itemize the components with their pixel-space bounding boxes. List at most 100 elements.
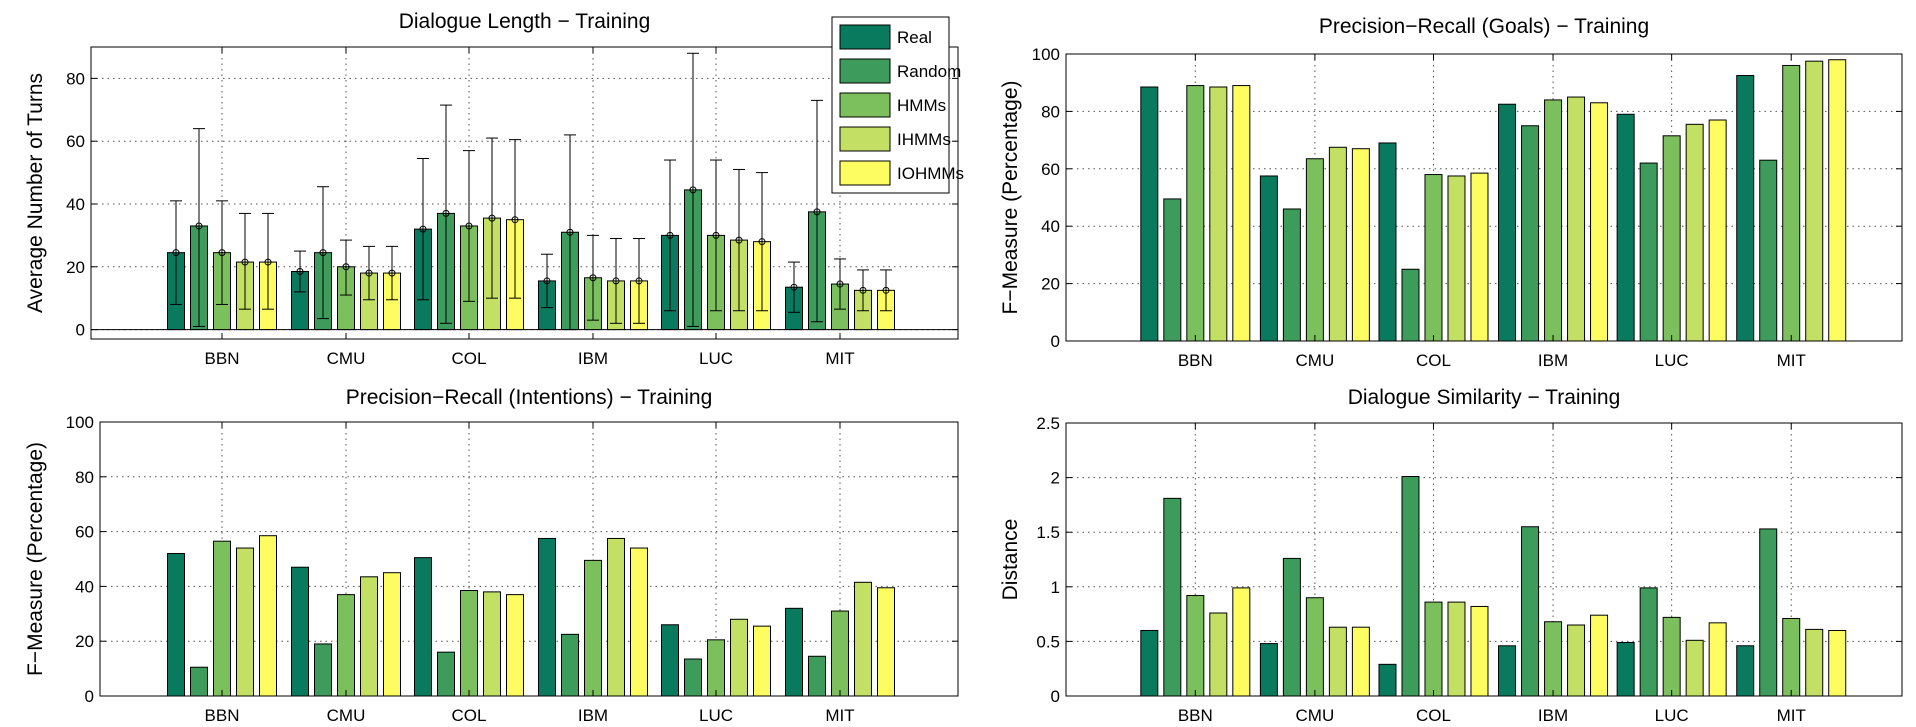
axes-frame [99, 421, 959, 697]
bar-random-luc [1639, 587, 1658, 697]
ytick-label: 80 [75, 468, 94, 487]
bar-random-cmu [1282, 208, 1301, 342]
bar-real-cmu [291, 566, 309, 697]
mean-marker [296, 267, 304, 275]
mean-marker [442, 209, 450, 217]
bar-hmms-bbn [1186, 85, 1205, 342]
bar-random-luc [684, 658, 702, 697]
bar-real-cmu [1259, 643, 1278, 697]
bar-ihmms-mit [1805, 60, 1824, 342]
bar-real-mit [1736, 75, 1755, 342]
category-label: BBN [205, 706, 240, 725]
chart-title: Precision−Recall (Intentions) − Training [346, 386, 713, 409]
ytick-label: 0 [76, 321, 85, 340]
mean-marker [264, 258, 272, 266]
bar-random-col [437, 651, 455, 697]
bar-iohmms-ibm [1590, 102, 1609, 342]
mean-marker [419, 225, 427, 233]
bar-iohmms-luc [753, 625, 771, 697]
category-label: CMU [1296, 351, 1335, 370]
bar-ihmms-ibm [1567, 624, 1586, 697]
bar-real-ibm [1498, 645, 1517, 697]
bar-ihmms-luc [1685, 639, 1704, 697]
bar-hmms-cmu [337, 594, 355, 697]
ytick-label: 20 [75, 632, 94, 651]
bar-ihmms-cmu [360, 576, 378, 697]
ytick-label: 0 [1051, 332, 1060, 351]
mean-marker [813, 208, 821, 216]
bar-real-col [1378, 142, 1397, 342]
bar-hmms-luc [1662, 135, 1681, 342]
ytick-label: 40 [66, 195, 85, 214]
ytick-label: 0.5 [1036, 632, 1060, 651]
bar-random-col [1401, 476, 1420, 697]
category-label: IBM [578, 706, 608, 725]
mean-marker [566, 228, 574, 236]
bar-ihmms-col [1447, 601, 1466, 697]
bar-random-bbn [1163, 198, 1182, 342]
bar-hmms-luc [707, 639, 725, 697]
bar-ihmms-bbn [1209, 612, 1228, 697]
bar-random-ibm [1521, 526, 1540, 697]
bar-ihmms-col [1447, 175, 1466, 342]
ytick-label: 60 [1041, 160, 1060, 179]
bar-iohmms-cmu [1351, 626, 1370, 697]
bar-iohmms-mit [1828, 629, 1847, 697]
mean-marker [612, 277, 620, 285]
chart-title: Dialogue Length − Training [399, 10, 651, 33]
mean-marker [836, 280, 844, 288]
chart-title: Precision−Recall (Goals) − Training [1319, 15, 1649, 38]
category-label: COL [1416, 351, 1451, 370]
bar-random-bbn [1163, 497, 1182, 697]
category-label: MIT [825, 706, 854, 725]
ytick-label: 60 [75, 523, 94, 542]
legend-label: IHMMs [897, 130, 951, 149]
mean-marker [882, 286, 890, 294]
bar-iohmms-col [506, 594, 524, 697]
bar-random-mit [1759, 528, 1778, 697]
bar-hmms-ibm [1544, 99, 1563, 342]
bar-iohmms-col [1470, 172, 1489, 342]
bar-random-cmu [1282, 557, 1301, 697]
bar-iohmms-cmu [1351, 148, 1370, 342]
bar-real-luc [661, 624, 679, 697]
bar-hmms-col [460, 590, 478, 697]
legend-label: Random [897, 62, 961, 81]
mean-marker [635, 277, 643, 285]
category-label: IBM [578, 349, 608, 368]
ytick-label: 20 [66, 258, 85, 277]
mean-marker [388, 269, 396, 277]
bar-real-ibm [1498, 103, 1517, 342]
bar-real-ibm [538, 537, 556, 697]
legend-swatch-random [839, 58, 891, 84]
bar-random-mit [808, 655, 826, 697]
mean-marker [319, 249, 327, 257]
bar-ihmms-mit [1805, 628, 1824, 697]
mean-marker [488, 214, 496, 222]
bar-real-luc [1616, 113, 1635, 342]
ytick-label: 2 [1051, 469, 1060, 488]
category-label: BBN [1178, 351, 1213, 370]
bar-iohmms-mit [877, 587, 895, 697]
bar-ihmms-col [483, 591, 501, 697]
bar-iohmms-ibm [1590, 614, 1609, 697]
bar-random-cmu [314, 643, 332, 697]
legend-swatch-ihmms [839, 126, 891, 152]
bar-hmms-col [1424, 174, 1443, 342]
y-axis-label: F−Measure (Percentage) [999, 80, 1022, 314]
chart-pr-goals: 0 20 40 60 80 100 BBN CMU COL IBM LUC MIT Precision−… [999, 15, 1903, 370]
bar-ihmms-bbn [1209, 86, 1228, 342]
category-label: MIT [825, 349, 854, 368]
mean-marker [543, 277, 551, 285]
ytick-label: 40 [1041, 217, 1060, 236]
ytick-label: 80 [66, 69, 85, 88]
bar-iohmms-luc [1708, 119, 1727, 342]
chart-title: Dialogue Similarity − Training [1348, 386, 1621, 409]
mean-marker [365, 269, 373, 277]
legend-swatch-hmms [839, 92, 891, 118]
bar-hmms-ibm [584, 559, 602, 697]
y-axis-label: F−Measure (Percentage) [24, 442, 47, 676]
mean-marker [790, 283, 798, 291]
mean-marker [172, 249, 180, 257]
